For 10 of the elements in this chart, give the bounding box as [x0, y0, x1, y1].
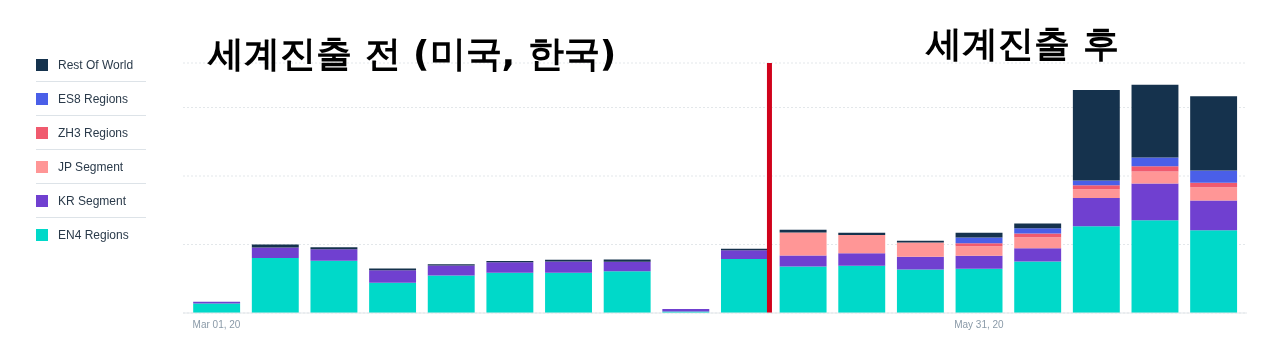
- x-tick-label: May 31, 20: [954, 319, 1005, 331]
- legend-label: ES8 Regions: [58, 91, 129, 106]
- text: 세계진출 전 (미국, 한국): [208, 32, 617, 76]
- legend-label: ZH3 Regions: [58, 125, 129, 140]
- legend-label: KR Segment: [58, 193, 127, 208]
- text: 세계진출 후: [926, 22, 1119, 66]
- legend-label: JP Segment: [58, 159, 124, 174]
- x-tick-label: Mar 01, 20: [192, 319, 241, 331]
- legend-label: Rest Of World: [58, 57, 134, 72]
- legend-label: EN4 Regions: [58, 227, 129, 242]
